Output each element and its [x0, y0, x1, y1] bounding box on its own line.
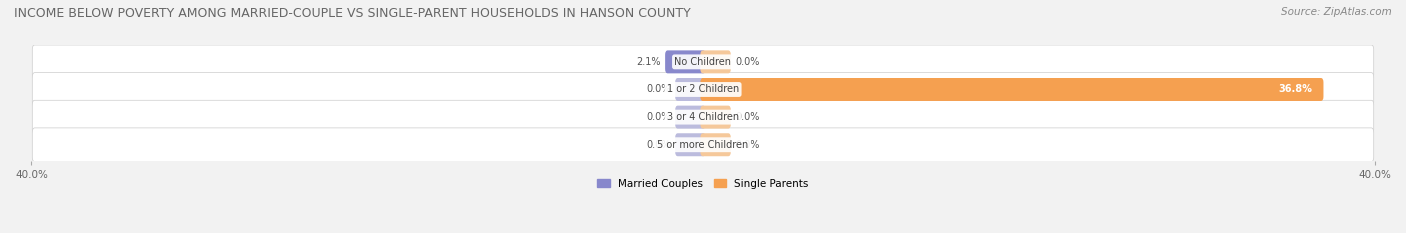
FancyBboxPatch shape	[675, 78, 706, 101]
Text: 1 or 2 Children: 1 or 2 Children	[666, 85, 740, 95]
Text: No Children: No Children	[675, 57, 731, 67]
Text: 0.0%: 0.0%	[647, 112, 671, 122]
FancyBboxPatch shape	[32, 100, 1374, 134]
FancyBboxPatch shape	[675, 133, 706, 156]
Text: 0.0%: 0.0%	[735, 112, 759, 122]
Text: Source: ZipAtlas.com: Source: ZipAtlas.com	[1281, 7, 1392, 17]
Text: INCOME BELOW POVERTY AMONG MARRIED-COUPLE VS SINGLE-PARENT HOUSEHOLDS IN HANSON : INCOME BELOW POVERTY AMONG MARRIED-COUPL…	[14, 7, 690, 20]
FancyBboxPatch shape	[700, 106, 731, 129]
Text: 5 or more Children: 5 or more Children	[658, 140, 748, 150]
Text: 3 or 4 Children: 3 or 4 Children	[666, 112, 740, 122]
FancyBboxPatch shape	[675, 106, 706, 129]
Text: 0.0%: 0.0%	[647, 140, 671, 150]
Text: 36.8%: 36.8%	[1278, 85, 1312, 95]
Text: 2.1%: 2.1%	[637, 57, 661, 67]
Text: 0.0%: 0.0%	[647, 85, 671, 95]
FancyBboxPatch shape	[700, 78, 1323, 101]
FancyBboxPatch shape	[700, 133, 731, 156]
FancyBboxPatch shape	[32, 128, 1374, 162]
Text: 0.0%: 0.0%	[735, 57, 759, 67]
Text: 0.0%: 0.0%	[735, 140, 759, 150]
FancyBboxPatch shape	[665, 50, 706, 73]
FancyBboxPatch shape	[700, 50, 731, 73]
FancyBboxPatch shape	[32, 45, 1374, 79]
FancyBboxPatch shape	[32, 73, 1374, 106]
Legend: Married Couples, Single Parents: Married Couples, Single Parents	[598, 179, 808, 188]
